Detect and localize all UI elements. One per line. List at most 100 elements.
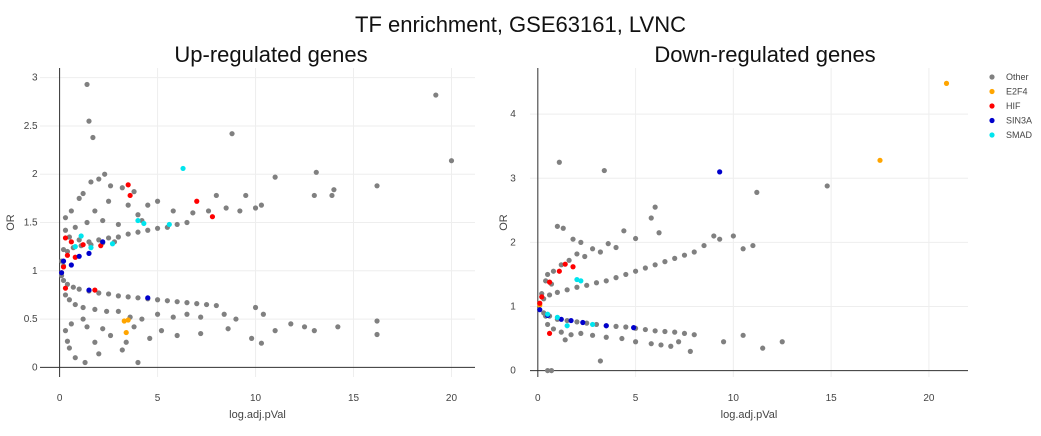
up-point-other[interactable]: [123, 339, 129, 345]
up-point-other[interactable]: [145, 202, 151, 208]
down-point-hif[interactable]: [556, 268, 562, 274]
down-point-other[interactable]: [623, 324, 629, 330]
up-point-other[interactable]: [301, 324, 308, 330]
down-point-other[interactable]: [642, 265, 648, 271]
up-point-other[interactable]: [72, 301, 78, 308]
up-point-other[interactable]: [184, 311, 190, 317]
up-point-other[interactable]: [249, 335, 255, 341]
up-point-other[interactable]: [335, 324, 341, 330]
up-point-other[interactable]: [70, 284, 76, 290]
up-point-other[interactable]: [66, 345, 72, 351]
down-point-other[interactable]: [740, 246, 746, 252]
up-point-other[interactable]: [252, 304, 259, 311]
up-point-other[interactable]: [221, 311, 227, 317]
up-point-other[interactable]: [62, 215, 69, 221]
up-point-other[interactable]: [90, 134, 96, 141]
up-point-other[interactable]: [105, 291, 112, 297]
up-point-other[interactable]: [311, 192, 317, 199]
up-point-other[interactable]: [100, 326, 106, 332]
down-point-smad[interactable]: [589, 321, 596, 328]
up-point-other[interactable]: [92, 306, 98, 313]
up-point-hif[interactable]: [98, 243, 104, 249]
down-point-other[interactable]: [779, 339, 785, 345]
up-point-other[interactable]: [174, 221, 180, 228]
up-point-other[interactable]: [60, 246, 67, 253]
down-point-other[interactable]: [548, 367, 555, 374]
down-point-other[interactable]: [652, 204, 658, 210]
down-point-other[interactable]: [658, 342, 664, 348]
down-point-other[interactable]: [656, 230, 662, 236]
up-point-other[interactable]: [135, 359, 141, 366]
up-point-other[interactable]: [125, 294, 131, 300]
down-point-smad[interactable]: [544, 311, 551, 317]
up-point-sin3a[interactable]: [100, 239, 106, 245]
down-point-other[interactable]: [558, 329, 564, 335]
down-point-other[interactable]: [558, 262, 564, 268]
up-point-other[interactable]: [135, 229, 141, 235]
up-point-other[interactable]: [115, 234, 121, 240]
up-point-sin3a[interactable]: [145, 295, 151, 301]
up-point-hif[interactable]: [68, 239, 74, 245]
up-point-other[interactable]: [60, 277, 67, 284]
down-point-other[interactable]: [584, 282, 590, 288]
down-point-other[interactable]: [632, 268, 639, 274]
up-point-other[interactable]: [115, 221, 121, 228]
up-point-smad[interactable]: [72, 244, 78, 250]
down-point-other[interactable]: [578, 330, 584, 337]
up-point-other[interactable]: [170, 314, 176, 320]
down-point-other[interactable]: [582, 253, 588, 260]
up-point-other[interactable]: [233, 316, 239, 322]
up-point-other[interactable]: [96, 237, 102, 243]
down-point-other[interactable]: [543, 278, 549, 284]
up-point-other[interactable]: [213, 302, 219, 309]
up-point-smad[interactable]: [180, 165, 186, 172]
down-point-other[interactable]: [556, 159, 562, 165]
up-point-other[interactable]: [100, 217, 106, 224]
up-point-other[interactable]: [102, 171, 108, 177]
up-point-other[interactable]: [258, 202, 265, 208]
down-point-other[interactable]: [711, 233, 717, 239]
up-point-other[interactable]: [76, 286, 82, 292]
up-point-other[interactable]: [119, 347, 125, 353]
down-point-hif[interactable]: [562, 261, 568, 267]
up-point-other[interactable]: [84, 324, 90, 330]
up-point-smad[interactable]: [78, 233, 84, 239]
down-point-other[interactable]: [613, 323, 619, 329]
down-point-other[interactable]: [603, 334, 609, 340]
up-point-other[interactable]: [139, 316, 145, 322]
up-point-other[interactable]: [76, 195, 82, 201]
up-point-e2f4[interactable]: [125, 317, 131, 323]
down-point-other[interactable]: [730, 233, 736, 239]
up-point-other[interactable]: [225, 326, 231, 332]
up-point-other[interactable]: [313, 169, 319, 175]
down-point-smad[interactable]: [574, 276, 580, 283]
down-point-other[interactable]: [621, 228, 627, 234]
up-point-other[interactable]: [154, 297, 161, 303]
up-point-other[interactable]: [80, 316, 86, 322]
down-point-other[interactable]: [740, 332, 746, 338]
up-point-sin3a[interactable]: [76, 253, 82, 259]
down-point-other[interactable]: [597, 358, 603, 364]
up-point-other[interactable]: [64, 338, 71, 344]
down-point-hif[interactable]: [546, 330, 553, 337]
up-point-hif[interactable]: [125, 182, 131, 188]
down-point-other[interactable]: [601, 167, 607, 174]
down-point-hif[interactable]: [570, 264, 576, 270]
down-point-smad[interactable]: [564, 323, 570, 329]
down-point-other[interactable]: [754, 189, 760, 195]
up-point-other[interactable]: [198, 314, 204, 320]
up-point-other[interactable]: [76, 237, 82, 243]
up-point-other[interactable]: [237, 208, 243, 214]
down-point-other[interactable]: [648, 215, 654, 221]
up-point-sin3a[interactable]: [60, 258, 67, 264]
down-point-other[interactable]: [554, 223, 560, 229]
up-point-sin3a[interactable]: [86, 250, 92, 256]
up-point-other[interactable]: [147, 335, 153, 341]
up-point-other[interactable]: [62, 227, 69, 233]
up-point-hif[interactable]: [92, 287, 98, 293]
up-point-hif[interactable]: [62, 285, 69, 291]
down-point-smad[interactable]: [578, 278, 584, 284]
up-point-hif[interactable]: [194, 198, 200, 204]
up-point-other[interactable]: [131, 189, 137, 195]
down-point-sin3a[interactable]: [558, 316, 564, 322]
